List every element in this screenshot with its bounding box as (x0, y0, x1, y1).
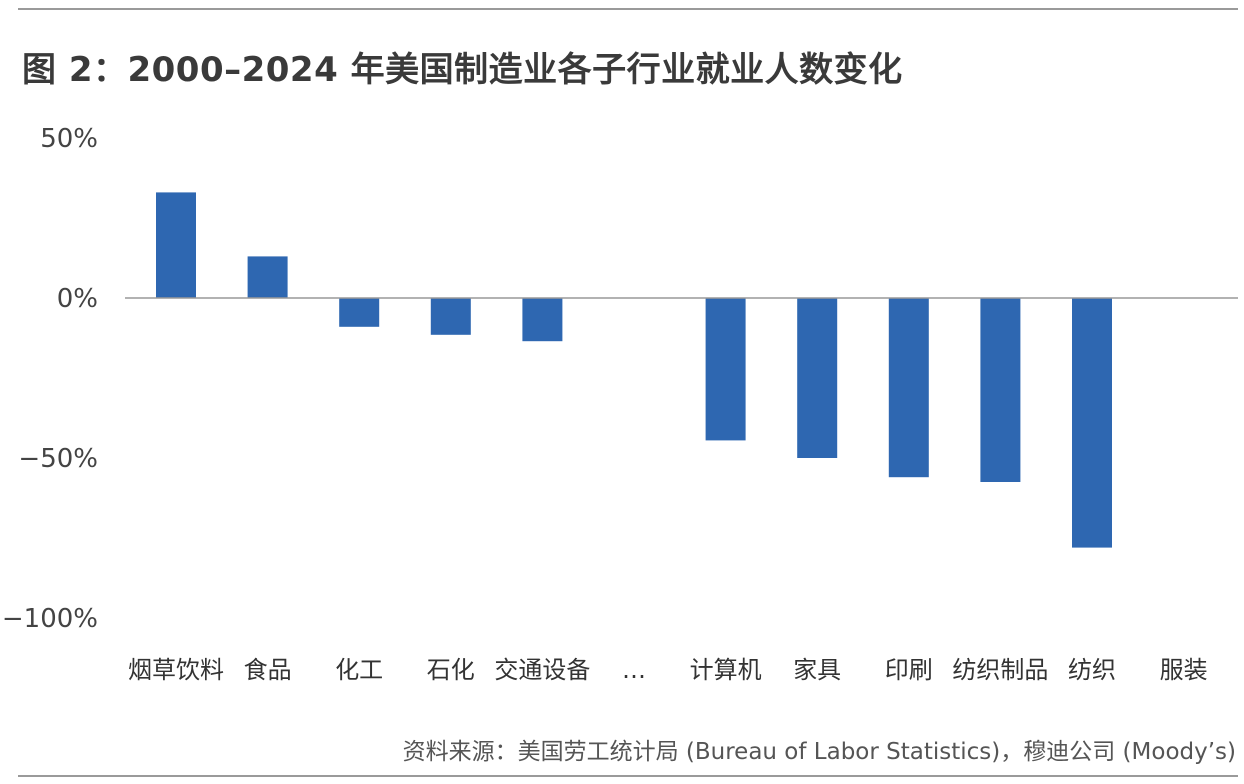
bar (797, 298, 838, 458)
source-note: 资料来源：美国劳工统计局 (Bureau of Labor Statistics… (402, 739, 1236, 765)
x-tick-label: 计算机 (690, 656, 762, 684)
bar (888, 298, 929, 478)
bar (522, 298, 563, 342)
x-tick-label: … (622, 656, 646, 684)
chart-title: 图 2：2000–2024 年美国制造业各子行业就业人数变化 (22, 50, 903, 90)
x-tick-label: 烟草饮料 (128, 656, 224, 684)
x-tick-label: 纺织制品 (952, 656, 1048, 684)
bar (156, 192, 196, 298)
y-tick-label: −100% (2, 604, 98, 634)
y-axis-ticks: 50% 0% −50% −100% (2, 124, 98, 634)
x-tick-label: 石化 (427, 656, 475, 684)
bar (1072, 298, 1112, 548)
x-tick-label: 食品 (244, 656, 292, 684)
x-tick-label: 家具 (793, 656, 841, 684)
y-tick-label: −50% (18, 444, 98, 474)
bars (156, 192, 1112, 548)
bar (980, 298, 1021, 482)
bar (247, 256, 288, 298)
top-rule (18, 8, 1238, 10)
x-axis-labels: 烟草饮料 食品 化工 石化 交通设备 … 计算机 家具 印刷 纺织制品 纺织 服装 (128, 656, 1208, 684)
x-tick-label: 印刷 (885, 656, 933, 684)
bottom-rule (18, 775, 1238, 777)
x-tick-label: 交通设备 (494, 656, 590, 684)
bar (339, 298, 380, 327)
y-tick-label: 50% (40, 124, 98, 154)
y-tick-label: 0% (57, 284, 98, 314)
x-tick-label: 服装 (1160, 656, 1208, 684)
bar (430, 298, 471, 335)
x-tick-label: 化工 (335, 656, 383, 684)
bar (705, 298, 746, 441)
x-tick-label: 纺织 (1068, 656, 1116, 684)
